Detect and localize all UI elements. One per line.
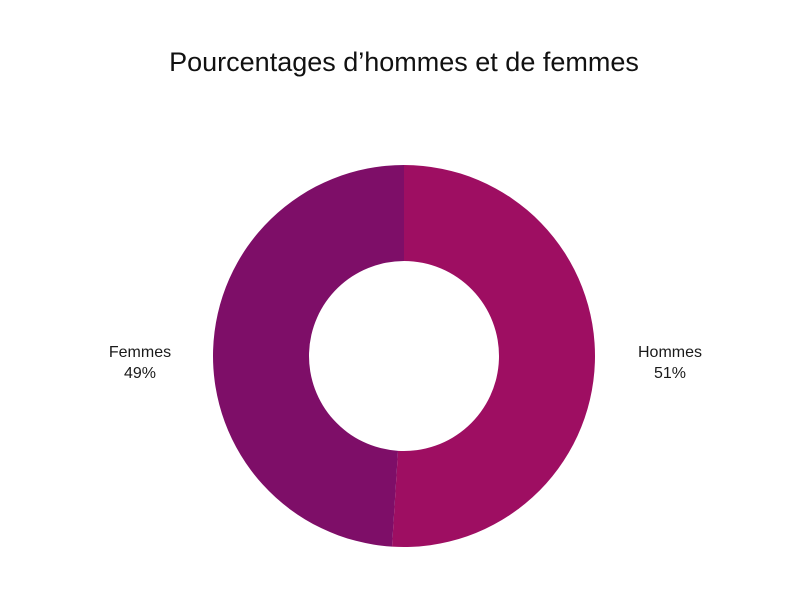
slice-label-femmes: Femmes 49% <box>80 342 200 384</box>
slice-label-hommes-value: 51% <box>653 365 687 382</box>
slice-femmes <box>213 165 404 547</box>
slice-label-femmes-name: Femmes <box>108 344 172 361</box>
slice-label-hommes: Hommes 51% <box>610 342 730 384</box>
slice-hommes <box>392 165 596 548</box>
chart-title: Pourcentages d’hommes et de femmes <box>169 47 639 77</box>
slice-label-hommes-name: Hommes <box>637 344 702 361</box>
slice-label-femmes-value: 49% <box>123 365 157 382</box>
slices-group <box>213 165 596 548</box>
